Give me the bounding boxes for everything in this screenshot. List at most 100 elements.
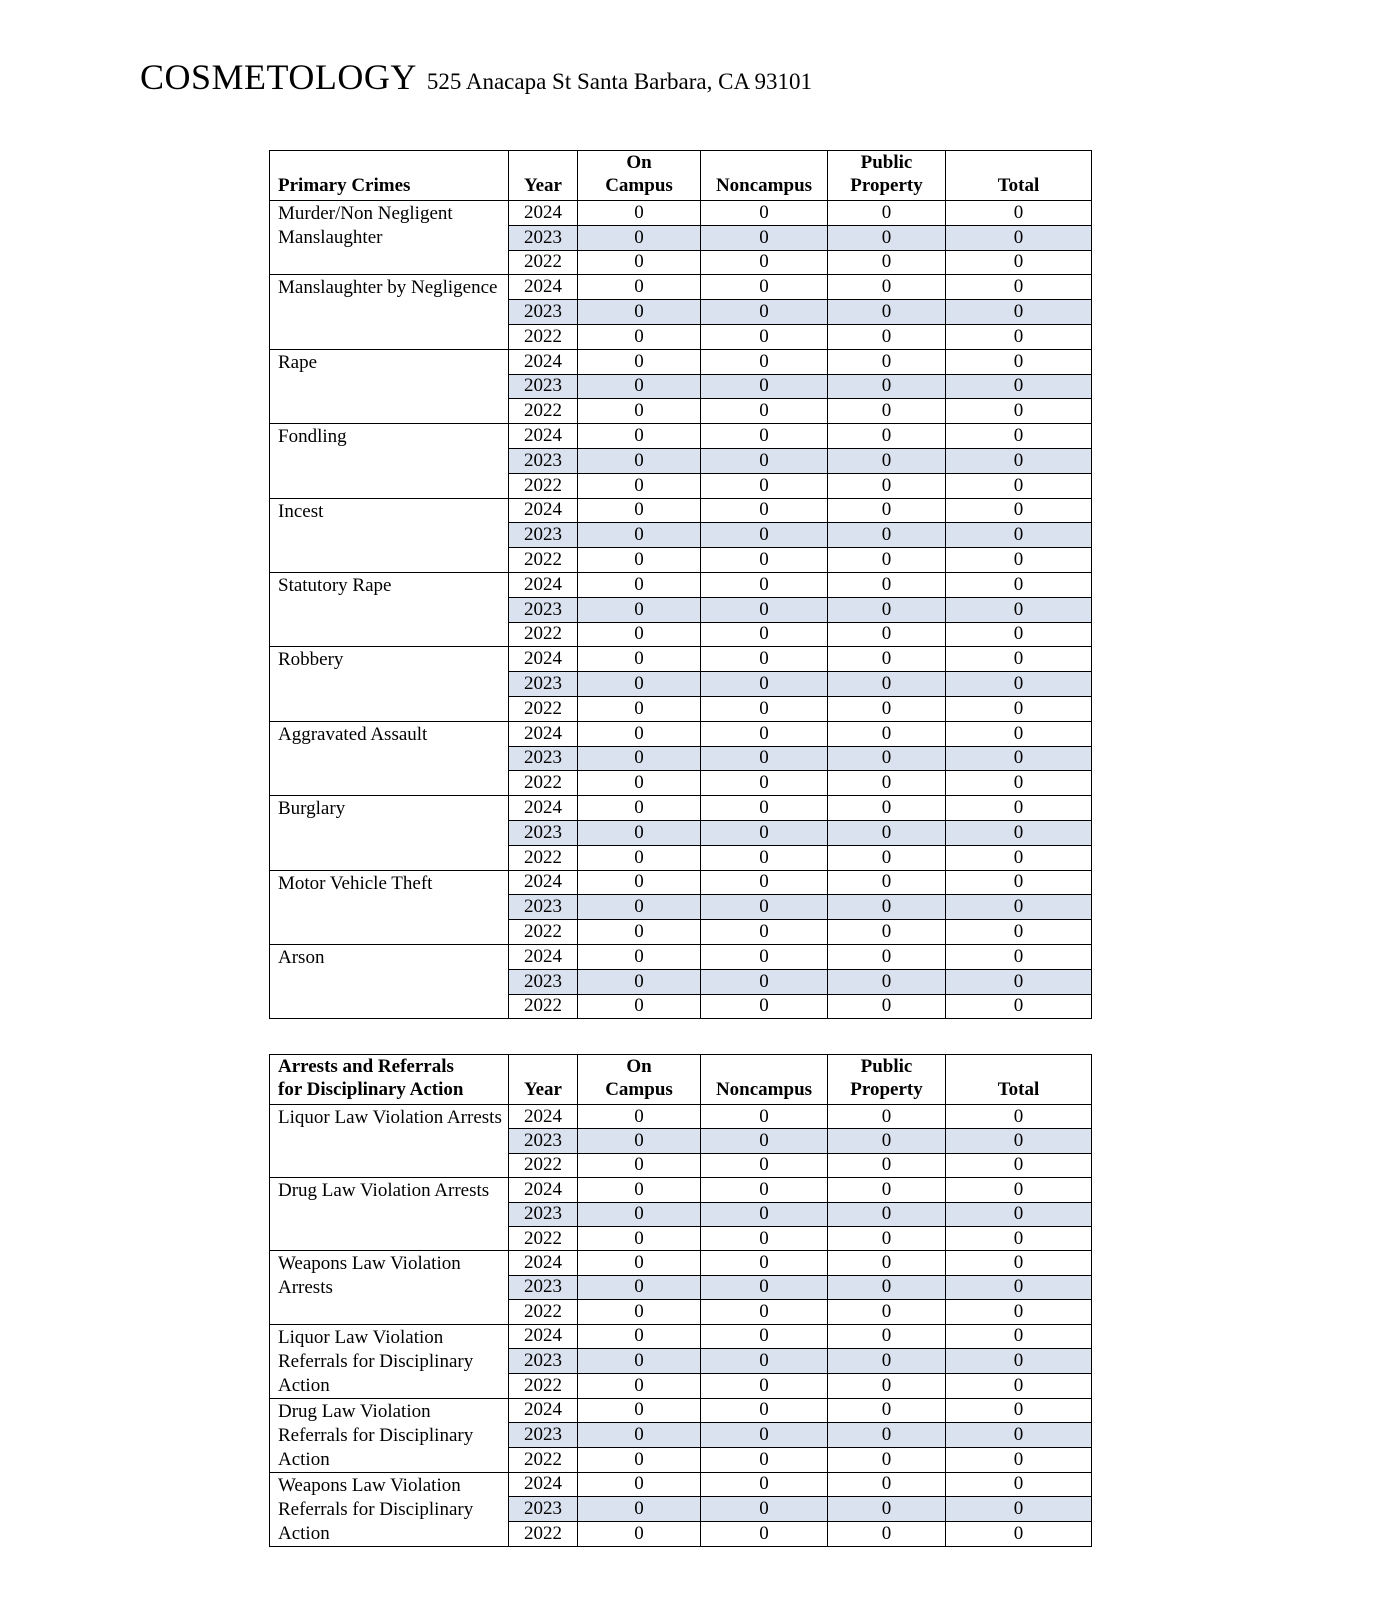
value-cell: 0 — [827, 1128, 946, 1154]
value-cell: 0 — [577, 720, 701, 747]
value-cell: 0 — [827, 472, 946, 499]
value-cell: 0 — [945, 1348, 1092, 1374]
value-cell: 0 — [945, 1299, 1092, 1325]
value-cell: 0 — [945, 1152, 1092, 1179]
value-cell: 0 — [700, 646, 828, 673]
value-cell: 0 — [577, 398, 701, 425]
value-cell: 0 — [700, 1323, 828, 1350]
value-cell: 0 — [827, 323, 946, 350]
value-cell: 0 — [945, 547, 1092, 573]
value-cell: 0 — [577, 224, 701, 251]
value-cell: 0 — [700, 1348, 828, 1374]
value-cell: 0 — [945, 373, 1092, 400]
value-cell: 0 — [700, 224, 828, 251]
table-row: Liquor Law Violation Referrals for Disci… — [269, 1323, 1092, 1399]
year-cell: 2022 — [508, 249, 578, 276]
value-cell: 0 — [700, 695, 828, 722]
value-cell: 0 — [577, 819, 701, 846]
value-cell: 0 — [945, 943, 1092, 970]
value-cell: 0 — [827, 968, 946, 995]
value-cell: 0 — [577, 497, 701, 524]
value-cell: 0 — [700, 968, 828, 995]
table-row: Weapons Law Violation Referrals for Disc… — [269, 1471, 1092, 1547]
value-cell: 0 — [700, 795, 828, 821]
table-row: 2022 0 0 0 0 — [270, 398, 1092, 425]
table-row: Aggravated Assault 2024 0 0 0 0 — [269, 720, 1092, 797]
value-cell: 0 — [945, 646, 1092, 673]
value-cell: 0 — [700, 1372, 828, 1399]
header-row: Arrests and Referrals for Disciplinary A… — [269, 1054, 1092, 1105]
value-cell: 0 — [577, 919, 701, 945]
value-cell: 0 — [700, 869, 828, 896]
year-cell: 2024 — [508, 795, 578, 821]
year-cell: 2023 — [508, 1348, 578, 1374]
arrests-referrals-table-title: Arrests and Referrals for Disciplinary A… — [269, 1054, 509, 1105]
value-cell: 0 — [945, 1250, 1092, 1276]
value-cell: 0 — [700, 993, 828, 1020]
table-row: Drug Law Violation Arrests 2024 0 0 0 0 — [269, 1177, 1092, 1252]
value-cell: 0 — [700, 472, 828, 499]
value-cell: 0 — [827, 1520, 946, 1547]
value-cell: 0 — [827, 547, 946, 573]
value-cell: 0 — [577, 795, 701, 821]
value-cell: 0 — [577, 1446, 701, 1473]
value-cell: 0 — [945, 795, 1092, 821]
value-cell: 0 — [700, 621, 828, 648]
value-cell: 0 — [577, 1225, 701, 1252]
year-cell: 2023 — [508, 596, 578, 623]
value-cell: 0 — [827, 919, 946, 945]
table-row: Rape 2024 0 0 0 0 — [269, 348, 1092, 425]
value-cell: 0 — [827, 1496, 946, 1522]
value-cell: 0 — [945, 770, 1092, 797]
value-cell: 0 — [700, 373, 828, 400]
value-cell: 0 — [577, 671, 701, 697]
year-cell: 2024 — [508, 497, 578, 524]
category-cell-statutory-rape: Statutory Rape — [269, 571, 509, 648]
column-header-year: Year — [508, 1054, 578, 1105]
category-cell-liquor-law-violation-referrals-for-disciplinary-action: Liquor Law Violation Referrals for Disci… — [269, 1323, 509, 1399]
year-cell: 2024 — [508, 571, 578, 598]
value-cell: 0 — [945, 1372, 1092, 1399]
value-cell: 0 — [700, 819, 828, 846]
value-cell: 0 — [700, 547, 828, 573]
value-cell: 0 — [827, 695, 946, 722]
year-cell: 2023 — [508, 1496, 578, 1522]
value-cell: 0 — [945, 472, 1092, 499]
column-header-total: Total — [945, 1054, 1092, 1105]
table-row: 2022 0 0 0 0 — [270, 1372, 1092, 1399]
value-cell: 0 — [827, 1274, 946, 1301]
value-cell: 0 — [700, 497, 828, 524]
value-cell: 0 — [577, 1274, 701, 1301]
category-cell-drug-law-violation-referrals-for-disciplinary-action: Drug Law Violation Referrals for Discipl… — [269, 1397, 509, 1473]
table-row: Liquor Law Violation Arrests 2024 0 0 0 0 — [269, 1103, 1092, 1179]
value-cell: 0 — [577, 1397, 701, 1424]
value-cell: 0 — [945, 348, 1092, 375]
year-cell: 2024 — [508, 720, 578, 747]
value-cell: 0 — [945, 671, 1092, 697]
value-cell: 0 — [945, 274, 1092, 301]
value-cell: 0 — [700, 423, 828, 449]
column-header-noncampus: Noncampus — [700, 1054, 828, 1105]
value-cell: 0 — [945, 596, 1092, 623]
value-cell: 0 — [700, 745, 828, 772]
year-cell: 2022 — [508, 919, 578, 945]
table-row: 2023 0 0 0 0 — [270, 819, 1092, 846]
value-cell: 0 — [827, 943, 946, 970]
year-cell: 2023 — [508, 1274, 578, 1301]
value-cell: 0 — [827, 894, 946, 921]
table-row: 2022 0 0 0 0 — [270, 844, 1092, 871]
value-cell: 0 — [945, 1520, 1092, 1547]
value-cell: 0 — [827, 1397, 946, 1424]
value-cell: 0 — [945, 720, 1092, 747]
table-row: 2022 0 0 0 0 — [270, 770, 1092, 797]
value-cell: 0 — [577, 844, 701, 871]
category-cell-fondling: Fondling — [269, 423, 509, 499]
value-cell: 0 — [827, 844, 946, 871]
table-row: 2023 0 0 0 0 — [270, 299, 1092, 325]
value-cell: 0 — [700, 1471, 828, 1498]
value-cell: 0 — [827, 398, 946, 425]
value-cell: 0 — [700, 200, 828, 226]
value-cell: 0 — [700, 770, 828, 797]
value-cell: 0 — [827, 1299, 946, 1325]
value-cell: 0 — [945, 1446, 1092, 1473]
